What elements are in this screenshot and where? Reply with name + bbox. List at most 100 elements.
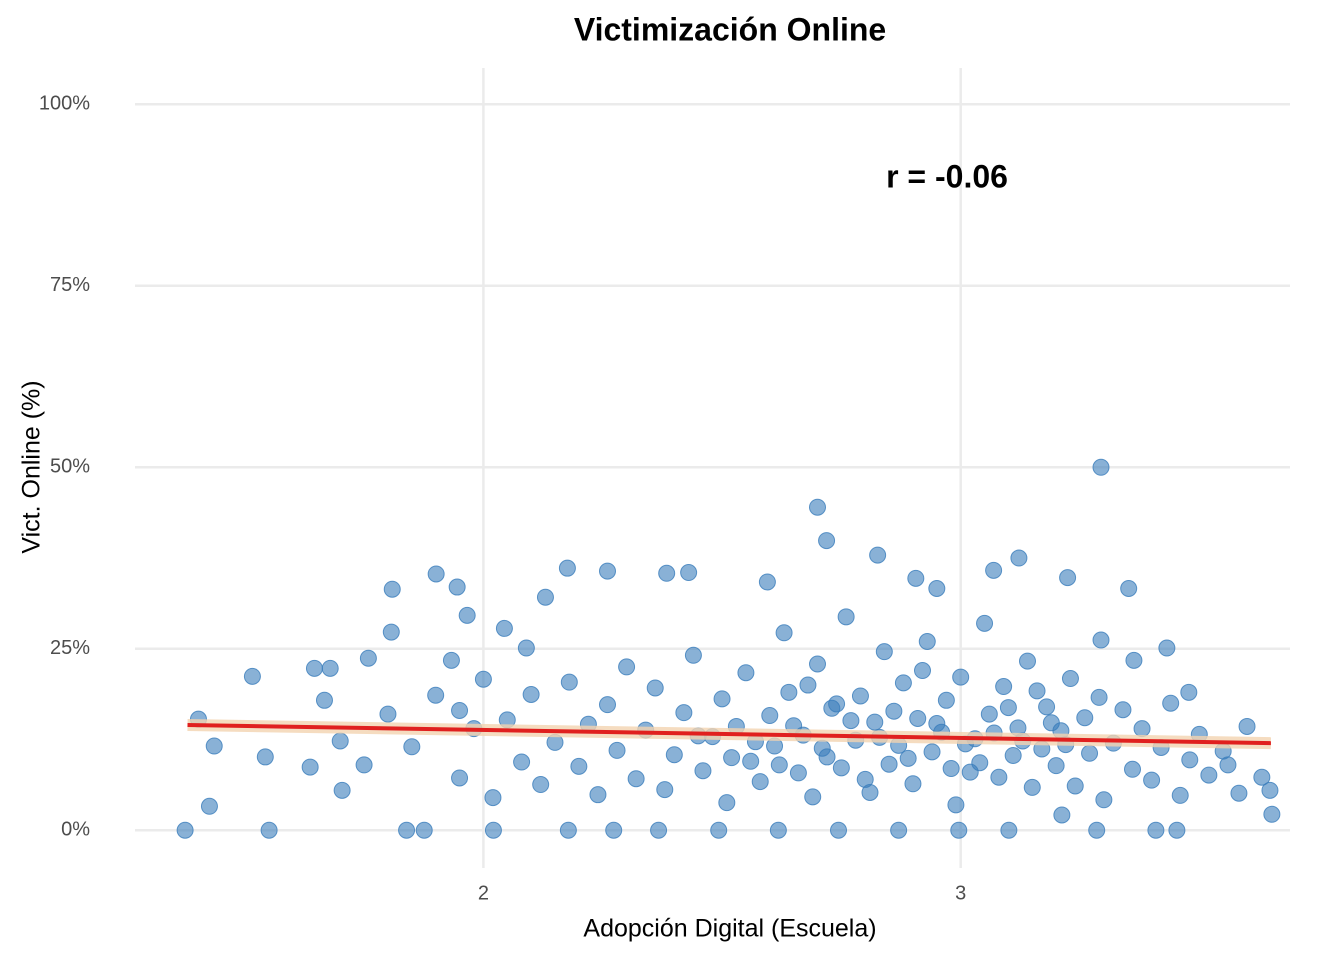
point	[260, 821, 278, 839]
point	[200, 797, 218, 815]
point	[809, 655, 826, 673]
point	[1023, 778, 1041, 796]
point	[560, 673, 578, 691]
point	[1061, 670, 1079, 688]
point	[646, 679, 664, 697]
point	[880, 755, 898, 773]
point	[1162, 694, 1180, 712]
point	[650, 821, 668, 839]
point	[605, 821, 623, 839]
point	[451, 769, 469, 787]
point	[1125, 651, 1143, 669]
point	[1181, 751, 1199, 769]
point	[780, 683, 798, 701]
point	[775, 624, 793, 642]
point	[842, 712, 860, 730]
point	[694, 762, 712, 780]
point	[448, 578, 466, 596]
point	[1263, 805, 1281, 823]
x-tick-label: 3	[955, 882, 966, 904]
point	[1200, 766, 1218, 784]
point	[789, 764, 807, 782]
point	[513, 753, 531, 771]
point	[718, 794, 736, 812]
point	[995, 678, 1013, 696]
point	[558, 559, 576, 577]
point	[451, 701, 469, 719]
point	[1092, 631, 1110, 649]
point	[713, 690, 731, 708]
point	[656, 781, 674, 799]
y-tick-label: 0%	[61, 819, 90, 841]
point	[875, 643, 893, 661]
point	[1004, 746, 1022, 764]
point	[830, 821, 847, 839]
point	[856, 770, 874, 788]
point	[1253, 768, 1271, 786]
point	[1010, 549, 1028, 567]
point	[1143, 771, 1161, 789]
point	[1053, 806, 1071, 824]
point	[536, 588, 554, 606]
point	[710, 821, 728, 839]
trend-line	[187, 722, 1271, 746]
point	[559, 821, 577, 839]
point	[947, 796, 965, 814]
point	[804, 788, 822, 806]
point	[1090, 688, 1108, 706]
point	[723, 749, 741, 767]
point	[379, 705, 397, 723]
point	[1047, 757, 1065, 775]
point	[1114, 701, 1132, 719]
point	[1120, 580, 1138, 598]
point	[415, 821, 433, 839]
point	[256, 748, 274, 766]
point	[914, 662, 931, 680]
point	[658, 564, 676, 582]
point	[301, 758, 319, 776]
point	[1238, 717, 1256, 735]
point	[570, 757, 588, 775]
grid: 0% 25% 50% 75% 100% 2 3	[39, 68, 1290, 904]
point	[589, 786, 607, 804]
point	[899, 749, 917, 767]
point	[837, 608, 855, 626]
point	[832, 759, 850, 777]
point	[923, 743, 941, 761]
point	[1059, 569, 1077, 587]
point	[427, 565, 445, 583]
y-tick-label: 100%	[39, 93, 90, 115]
point	[403, 738, 421, 756]
point	[458, 606, 476, 624]
point	[442, 651, 460, 669]
point	[618, 658, 636, 676]
point	[942, 760, 960, 778]
point	[608, 741, 626, 759]
point	[1147, 821, 1165, 839]
point	[907, 569, 925, 587]
point	[1028, 682, 1046, 700]
point	[985, 561, 1003, 579]
point	[1038, 698, 1056, 716]
point	[315, 691, 333, 709]
point	[909, 709, 927, 727]
point	[355, 756, 373, 774]
point	[866, 713, 884, 731]
point	[894, 674, 912, 692]
point	[665, 746, 683, 764]
point	[828, 695, 846, 713]
point	[1133, 720, 1151, 738]
point	[851, 687, 869, 705]
point	[980, 705, 998, 723]
point	[1042, 714, 1060, 732]
point	[1171, 786, 1189, 804]
point	[484, 821, 502, 839]
point	[1076, 709, 1094, 727]
point	[1000, 821, 1018, 839]
point	[885, 702, 903, 720]
point	[999, 699, 1017, 717]
point	[758, 573, 776, 591]
point	[1261, 781, 1279, 799]
point	[599, 696, 616, 714]
